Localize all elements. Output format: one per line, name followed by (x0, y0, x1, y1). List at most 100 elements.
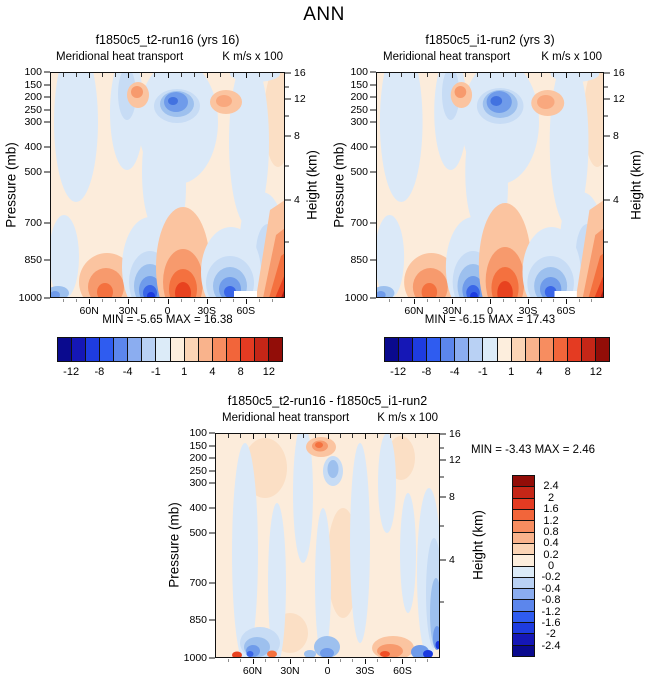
colorbar-tick-label: -1 (477, 366, 488, 378)
colorbar-cell (211, 338, 226, 361)
tick-mark (206, 299, 208, 304)
height-tick-label: 12 (294, 93, 306, 106)
tick-mark (490, 299, 491, 304)
latitude-tick-labels: 60N 30N 0 30S 60S (50, 305, 285, 317)
tick-mark (271, 299, 273, 302)
panel-difference: f1850c5_t2-run16 - f1850c5_i1-run2 Merid… (167, 394, 596, 677)
pressure-tick-label: 400 (350, 141, 368, 154)
tick-mark (490, 73, 491, 78)
latitude-tick-label: 60N (79, 305, 99, 317)
colorbar-tick-label: -1.2 (541, 605, 561, 618)
pressure-tick-label: 400 (189, 501, 207, 514)
height-major-ticks (604, 72, 610, 298)
tick-mark (115, 73, 117, 77)
colorbar-cell (513, 554, 534, 566)
tick-mark (540, 299, 542, 302)
pressure-tick-label: 250 (350, 103, 368, 116)
colorbar-cell (580, 338, 595, 361)
colorbar-cell (169, 338, 184, 361)
latitude-tick-label: 0 (324, 665, 331, 677)
colorbar-cell (398, 338, 413, 361)
tick-mark (289, 659, 291, 664)
panel-subtitle: Meridional heat transport (383, 51, 511, 63)
tick-mark (209, 657, 215, 659)
colorbar-labels: 2.4 2 1.6 1.2 0.8 0.4 0.2 0 -0.2 -0.4 -0.8 -1.2 -1.6… (539, 475, 583, 657)
tick-mark (440, 496, 446, 498)
colorbar-cell (513, 486, 534, 498)
pressure-tick-label: 100 (24, 66, 42, 78)
tick-mark (528, 73, 529, 78)
tick-mark (277, 434, 279, 438)
tick-mark (141, 299, 143, 302)
tick-mark (314, 434, 316, 438)
tick-mark (285, 135, 291, 137)
colorbar-labels: -12 -8 -4 -1 1 4 8 12 (57, 366, 283, 378)
tick-mark (206, 73, 208, 78)
pressure-axis-label: Pressure (mb) (3, 142, 19, 228)
tick-mark (102, 299, 104, 302)
colorbar-cell (513, 508, 534, 521)
colorbar-tick-label: -0.8 (541, 594, 561, 607)
tick-mark (578, 73, 580, 77)
tick-mark (285, 98, 291, 100)
colorbar-cell (141, 338, 156, 361)
tick-mark (377, 659, 379, 662)
tick-mark (451, 73, 453, 78)
height-tick-label: 16 (294, 66, 306, 79)
colorbar-tick-label: 0.4 (543, 537, 559, 550)
tick-mark (154, 73, 156, 77)
colorbar-cell (513, 531, 534, 543)
tick-mark (63, 73, 65, 77)
tick-mark (245, 299, 247, 304)
pressure-tick-label: 150 (350, 78, 368, 91)
tick-mark (365, 659, 366, 664)
colorbar-cell (566, 338, 581, 361)
min-max-stats: MIN = -6.15 MAX = 17.43 (424, 314, 556, 326)
tick-mark (440, 559, 446, 561)
tick-mark (477, 73, 479, 77)
tick-mark (591, 73, 593, 77)
height-tick-labels: 16 12 8 4 (449, 428, 479, 658)
height-axis-label: Height (km) (470, 510, 486, 580)
colorbar-cell (99, 338, 114, 361)
colorbar-tick-label: 0 (547, 560, 555, 572)
colorbar-tick-label: -8 (421, 366, 432, 378)
tick-mark (426, 73, 428, 77)
colorbar-tick-label: -12 (390, 366, 407, 378)
contour-field (215, 433, 440, 658)
tick-mark (352, 659, 354, 662)
tick-mark (252, 659, 254, 664)
tick-mark (239, 434, 241, 438)
pressure-axis-label: Pressure (mb) (166, 502, 182, 588)
tick-mark (565, 73, 567, 78)
pressure-tick-labels: 100 150 200 250 300 400 500 700 850 1000 (8, 66, 42, 304)
latitude-tick-label: 30N (442, 305, 462, 317)
colorbar-tick-label: 2.4 (543, 480, 559, 493)
latitude-tick-label: 60S (393, 665, 412, 677)
tick-mark (440, 459, 446, 461)
min-max-stats: MIN = -5.65 MAX = 16.38 (102, 314, 233, 326)
tick-mark (314, 659, 316, 662)
tick-mark (401, 73, 403, 77)
colorbar-cell (513, 599, 534, 611)
colorbar-cell (113, 338, 128, 361)
panel-subtitle: Meridional heat transport (222, 412, 350, 424)
tick-mark (451, 299, 453, 304)
pressure-tick-label: 150 (189, 439, 207, 452)
colorbar-cell (225, 338, 240, 361)
height-tick-label: 12 (613, 93, 625, 106)
tick-mark (44, 96, 50, 98)
colorbar: -12 -8 -4 -1 1 4 8 12 (384, 337, 610, 378)
colorbar-cell (513, 476, 534, 487)
height-minor-ticks (604, 72, 610, 298)
latitude-tick-label: 30N (280, 665, 300, 677)
tick-mark (415, 659, 416, 662)
tick-mark (340, 434, 341, 438)
colorbar-cell (58, 338, 72, 361)
tick-mark (414, 299, 415, 304)
tick-mark (464, 299, 466, 302)
tick-mark (239, 659, 241, 662)
colorbar-cell (510, 338, 525, 361)
contour-field (50, 72, 285, 298)
tick-mark (44, 259, 50, 261)
